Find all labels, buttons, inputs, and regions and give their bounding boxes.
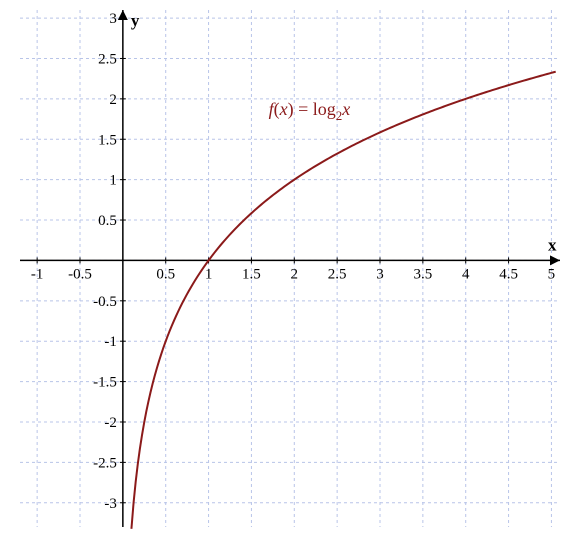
y-tick-label: 1.5 — [98, 132, 117, 148]
y-tick-label: -0.5 — [93, 294, 117, 310]
x-tick-label: -1 — [31, 266, 44, 282]
x-tick-label: 4 — [462, 266, 470, 282]
x-tick-label: 1.5 — [242, 266, 261, 282]
y-tick-label: 2 — [109, 92, 117, 108]
y-tick-label: 3 — [109, 11, 117, 27]
x-tick-label: 4.5 — [499, 266, 518, 282]
x-tick-label: 3 — [376, 266, 384, 282]
y-axis-label: y — [131, 11, 140, 30]
y-tick-label: 0.5 — [98, 213, 117, 229]
y-tick-label: -2 — [104, 415, 117, 431]
y-tick-label: 2.5 — [98, 51, 117, 67]
x-tick-label: 2 — [291, 266, 299, 282]
x-axis-label: x — [548, 235, 557, 254]
x-tick-label: 0.5 — [156, 266, 175, 282]
log-chart: -1 -0.5 0.5 1 1.5 2 2.5 3 3.5 4 4.5 5 -3 -2.5 -2 -1.5 -1… — [0, 0, 570, 537]
x-tick-label: -0.5 — [68, 266, 92, 282]
x-tick-label: 3.5 — [413, 266, 432, 282]
y-tick-label: -2.5 — [93, 455, 117, 471]
y-tick-label: -3 — [104, 496, 117, 512]
x-tick-label: 5 — [548, 266, 556, 282]
y-tick-label: -1.5 — [93, 375, 117, 391]
y-tick-label: 1 — [109, 173, 117, 189]
x-tick-label: 1 — [205, 266, 213, 282]
y-tick-label: -1 — [104, 334, 117, 350]
chart-container: -1 -0.5 0.5 1 1.5 2 2.5 3 3.5 4 4.5 5 -3 -2.5 -2 -1.5 -1… — [0, 0, 570, 537]
x-tick-label: 2.5 — [328, 266, 347, 282]
